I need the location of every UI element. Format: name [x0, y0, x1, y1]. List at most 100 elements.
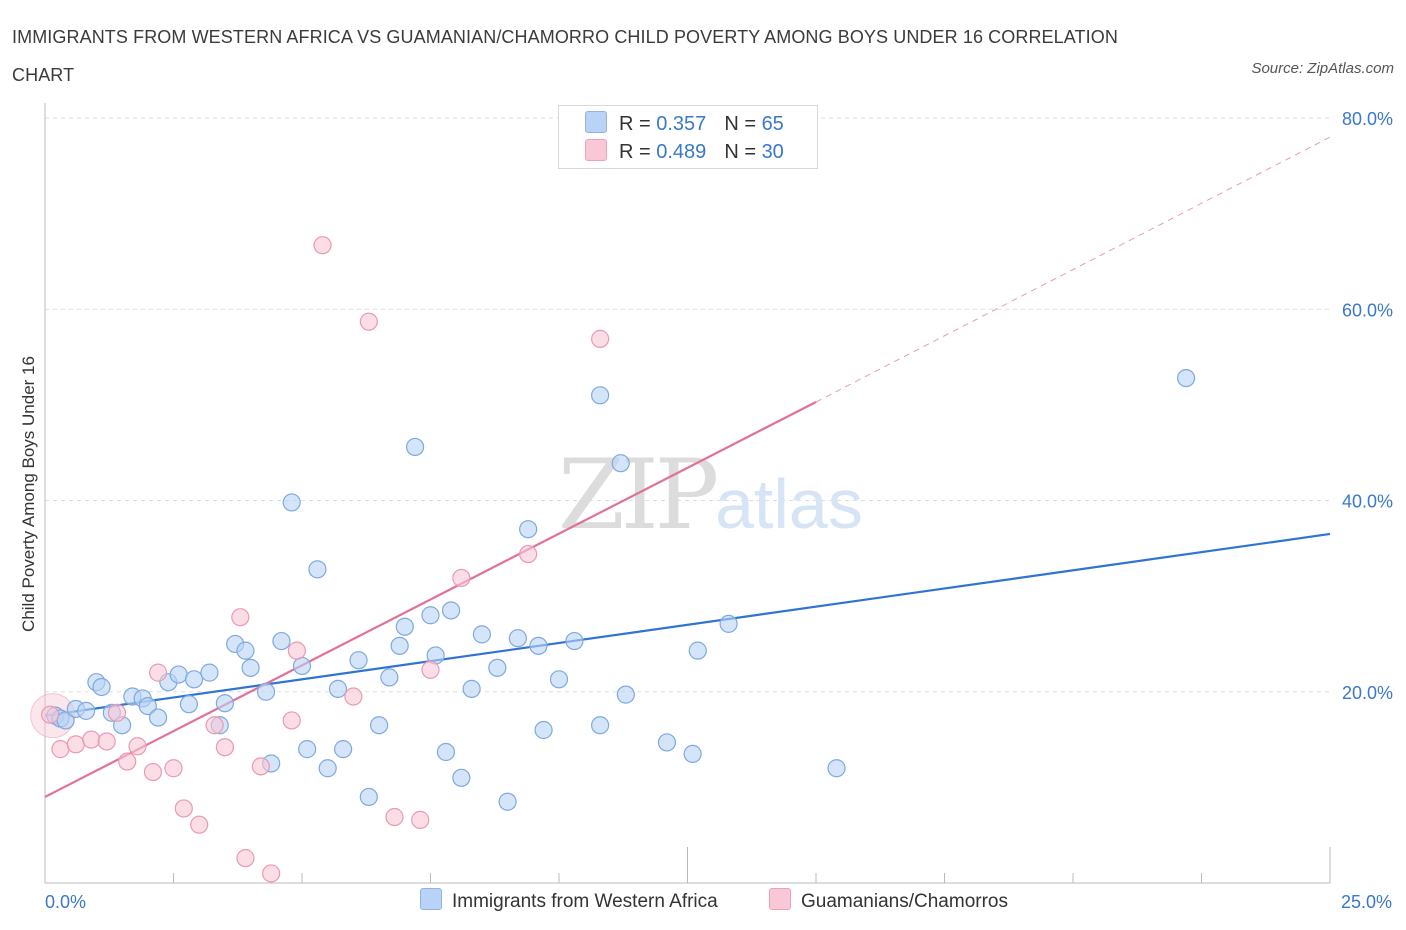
point-guamanian [591, 329, 610, 348]
point-western-africa [549, 670, 569, 689]
gridlines [45, 117, 1330, 693]
point-western-africa [256, 682, 276, 701]
y-axis-label: Child Poverty Among Boys Under 16 [19, 356, 38, 632]
point-western-africa [241, 658, 260, 677]
point-western-africa [462, 679, 481, 698]
r-value: 0.357 [656, 113, 707, 135]
point-western-africa [472, 625, 491, 644]
r-value: 0.489 [656, 141, 707, 163]
point-western-africa [390, 636, 409, 655]
point-guamanian [51, 740, 70, 759]
point-western-africa [292, 656, 312, 676]
point-western-africa [1176, 369, 1196, 388]
point-western-africa [616, 685, 635, 704]
point-guamanian [66, 735, 85, 754]
point-guamanian [262, 864, 281, 883]
point-western-africa [719, 614, 738, 633]
point-western-africa [611, 454, 630, 473]
n-value: 30 [761, 141, 784, 163]
point-western-africa [519, 520, 538, 539]
point-western-africa [657, 733, 677, 752]
point-western-africa [395, 617, 414, 636]
legend-item-western-africa: Immigrants from Western Africa [420, 888, 718, 913]
point-western-africa [308, 560, 327, 579]
point-guamanian [118, 752, 137, 771]
point-western-africa [77, 701, 96, 720]
point-guamanian [313, 236, 332, 255]
point-western-africa [405, 437, 425, 457]
point-western-africa [370, 716, 389, 735]
legend-label: Guamanians/Chamorros [801, 891, 1008, 912]
pink-swatch [769, 888, 791, 910]
y-tick-label: 40.0% [1342, 492, 1393, 512]
legend-label: Immigrants from Western Africa [452, 891, 718, 912]
y-tick-label: 80.0% [1342, 109, 1393, 129]
blue-swatch [420, 888, 442, 910]
point-guamanian [287, 641, 306, 660]
point-guamanian [411, 810, 430, 829]
x-tick-label-max: 25.0% [1341, 892, 1392, 912]
trend-line [44, 401, 817, 798]
stats-row-blue: R = 0.357 N = 65 [585, 110, 784, 138]
point-western-africa [215, 694, 234, 713]
r-label: R = [619, 113, 651, 135]
point-western-africa [328, 679, 348, 698]
point-western-africa [148, 708, 168, 727]
point-guamanian [452, 568, 471, 588]
point-guamanian [231, 608, 250, 627]
point-guamanian [519, 544, 538, 564]
trend-line [44, 532, 1331, 717]
point-western-africa [688, 641, 707, 660]
blue-swatch [585, 111, 607, 133]
point-western-africa [169, 665, 188, 684]
watermark-atlas: atlas [715, 465, 863, 543]
r-label: R = [619, 141, 651, 163]
point-western-africa [318, 759, 337, 778]
point-western-africa [498, 792, 517, 811]
point-guamanian [236, 849, 255, 868]
point-western-africa [179, 695, 199, 714]
point-guamanian [174, 799, 193, 818]
point-guamanian [143, 762, 163, 782]
point-guamanian [41, 705, 60, 724]
point-western-africa [827, 759, 846, 778]
point-western-africa [200, 663, 219, 682]
point-guamanian [344, 687, 363, 706]
source-label: Source: ZipAtlas.com [1251, 60, 1394, 77]
point-guamanian [251, 757, 270, 776]
point-guamanian [148, 663, 168, 682]
point-western-africa [436, 742, 456, 762]
watermark: ZIP atlas [558, 439, 863, 551]
point-western-africa [92, 677, 111, 697]
point-guamanian [215, 738, 234, 757]
point-western-africa [421, 606, 440, 625]
point-western-africa [591, 716, 610, 735]
point-western-africa [349, 651, 368, 670]
point-western-africa [529, 636, 548, 655]
n-value: 65 [761, 113, 784, 135]
point-guamanian [359, 312, 378, 331]
point-guamanian [282, 711, 301, 730]
point-western-africa [441, 601, 461, 620]
y-tick-labels: 20.0% 40.0% 60.0% 80.0% [1342, 109, 1393, 703]
data-points [30, 236, 1196, 883]
point-western-africa [380, 668, 399, 687]
point-guamanian [107, 703, 127, 722]
point-western-africa [508, 629, 527, 648]
point-western-africa [282, 493, 301, 512]
n-label: N = [724, 141, 756, 163]
point-guamanian [82, 730, 101, 749]
axes [44, 103, 1331, 884]
point-western-africa [359, 787, 378, 807]
point-guamanian [190, 815, 209, 834]
point-western-africa [565, 631, 584, 651]
chart-title: IMMIGRANTS FROM WESTERN AFRICA VS GUAMAN… [12, 27, 1118, 85]
point-guamanian [164, 759, 183, 778]
watermark-zip: ZIP [558, 439, 717, 551]
point-western-africa [534, 720, 553, 740]
stats-legend: R = 0.357 N = 65 R = 0.489 N = 30 [558, 105, 818, 169]
trend-lines [44, 136, 1331, 798]
point-western-africa [683, 744, 702, 764]
point-guamanian [128, 737, 147, 756]
